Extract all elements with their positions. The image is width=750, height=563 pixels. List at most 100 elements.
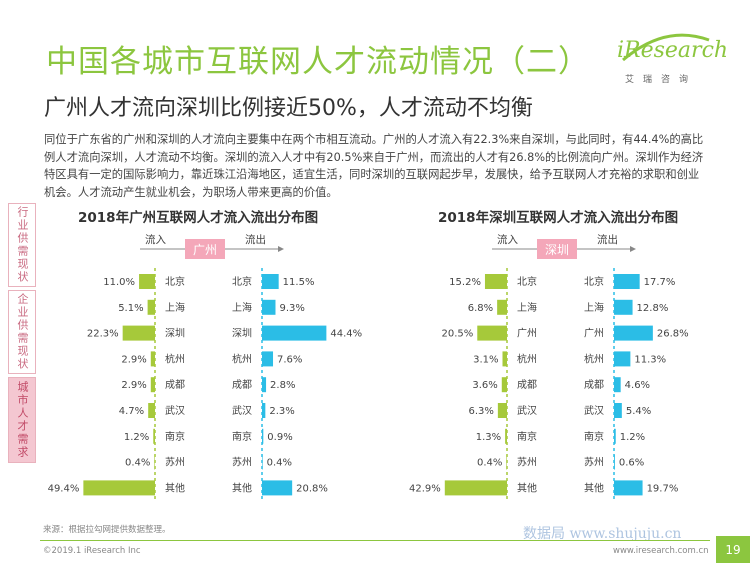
sz-inflow-value: 20.5% <box>441 329 473 340</box>
gz-inflow-category: 苏州 <box>165 456 185 469</box>
sz-outflow-bar <box>614 377 621 393</box>
sz-outflow-arrowhead <box>630 246 636 252</box>
gz-outflow-bar <box>262 274 279 289</box>
sz-outflow-bar <box>614 274 640 289</box>
gz-outflow-bar <box>262 351 274 367</box>
sz-inflow-bar <box>505 428 507 444</box>
sz-outflow-category: 上海 <box>584 301 604 314</box>
gz-inflow-value: 2.9% <box>121 354 146 365</box>
logo-text: iResearch <box>617 38 729 63</box>
gz-outflow-bar <box>262 403 266 418</box>
logo-arc-icon <box>622 33 710 62</box>
gz-outflow-value: 0.9% <box>267 432 292 443</box>
sz-outflow-bar <box>614 299 633 315</box>
gz-inflow-label: 流入 <box>145 233 166 246</box>
sz-inflow-bar <box>502 351 507 367</box>
gz-inflow-value: 2.9% <box>121 380 146 391</box>
gz-inflow-bar <box>147 299 155 315</box>
sz-outflow-category: 北京 <box>584 275 604 288</box>
gz-inflow-bar <box>153 428 155 444</box>
sz-outflow-category: 其他 <box>584 481 604 494</box>
sz-outflow-value: 26.8% <box>657 329 689 340</box>
sz-inflow-value: 3.1% <box>473 354 498 365</box>
sz-inflow-value: 15.2% <box>449 277 481 288</box>
gz-outflow-bar <box>262 428 264 444</box>
gz-inflow-value: 1.2% <box>124 432 149 443</box>
gz-inflow-category: 武汉 <box>165 404 185 417</box>
sz-inflow-category: 北京 <box>517 275 537 288</box>
tab-city-demand[interactable]: 城市人才需求 <box>8 377 36 463</box>
sz-inflow-category: 杭州 <box>517 352 537 365</box>
gz-outflow-bar <box>262 325 327 341</box>
tab-industry-supply[interactable]: 行业供需现状 <box>8 203 36 287</box>
gz-inflow-category: 上海 <box>165 301 185 314</box>
gz-outflow-arrowhead <box>278 246 284 252</box>
sz-inflow-bar <box>497 299 507 315</box>
gz-inflow-bar <box>139 274 155 289</box>
gz-outflow-category: 北京 <box>232 275 252 288</box>
gz-inflow-bar <box>150 377 155 393</box>
sz-inflow-bar <box>484 274 507 289</box>
sz-outflow-category: 苏州 <box>584 456 604 469</box>
gz-inflow-value: 0.4% <box>125 458 150 469</box>
sz-inflow-value: 6.8% <box>468 303 493 314</box>
sz-inflow-category: 武汉 <box>517 404 537 417</box>
sz-outflow-value: 1.2% <box>620 432 645 443</box>
sz-outflow-bar <box>614 351 631 367</box>
gz-inflow-bar <box>148 403 155 418</box>
sz-outflow-value: 5.4% <box>626 406 651 417</box>
gz-outflow-category: 杭州 <box>232 352 252 365</box>
sz-inflow-bar <box>477 325 507 341</box>
tab-enterprise-supply[interactable]: 企业供需现状 <box>8 290 36 374</box>
sz-center-label: 深圳 <box>545 243 569 257</box>
gz-inflow-category: 深圳 <box>165 328 185 340</box>
website-link[interactable]: www.iresearch.com.cn <box>613 546 709 556</box>
gz-outflow-value: 2.3% <box>269 406 294 417</box>
sz-outflow-category: 杭州 <box>584 352 604 365</box>
gz-outflow-category: 深圳 <box>232 328 252 340</box>
gz-inflow-value: 11.0% <box>103 277 135 288</box>
source-note: 来源：根据拉勾网提供数据整理。 <box>43 525 171 535</box>
gz-outflow-value: 20.8% <box>296 483 328 494</box>
page-subtitle: 广州人才流向深圳比例接近50%，人才流动不均衡 <box>44 96 533 121</box>
sz-outflow-bar <box>614 403 622 418</box>
gz-outflow-value: 44.4% <box>330 329 362 340</box>
gz-inflow-bar <box>122 325 155 341</box>
sz-outflow-value: 0.6% <box>619 458 644 469</box>
sz-outflow-bar <box>614 428 616 444</box>
side-tabs: 行业供需现状 企业供需现状 城市人才需求 <box>8 203 36 463</box>
gz-outflow-category: 苏州 <box>232 456 252 469</box>
gz-inflow-category: 成都 <box>165 379 185 391</box>
gz-outflow-category: 其他 <box>232 481 252 494</box>
sz-center-box <box>537 239 577 259</box>
sz-inflow-value: 1.3% <box>476 432 501 443</box>
sz-outflow-value: 11.3% <box>634 354 666 365</box>
sz-inflow-category: 广州 <box>517 328 537 340</box>
gz-outflow-bar <box>262 299 276 315</box>
gz-outflow-value: 2.8% <box>270 380 295 391</box>
gz-outflow-category: 南京 <box>232 430 252 443</box>
copyright: ©2019.1 iResearch Inc <box>43 546 141 556</box>
gz-inflow-category: 其他 <box>165 481 185 494</box>
sz-outflow-value: 19.7% <box>647 483 679 494</box>
gz-outflow-label: 流出 <box>245 233 266 246</box>
sz-inflow-category: 南京 <box>517 430 537 443</box>
footer-divider <box>40 540 710 541</box>
sz-inflow-bar <box>506 454 507 470</box>
sz-inflow-bar <box>497 403 507 418</box>
sz-inflow-category: 苏州 <box>517 456 537 469</box>
gz-center-label: 广州 <box>193 243 217 257</box>
sz-outflow-category: 武汉 <box>584 404 604 417</box>
gz-inflow-category: 南京 <box>165 430 185 443</box>
sz-inflow-value: 42.9% <box>409 483 441 494</box>
gz-outflow-category: 武汉 <box>232 404 252 417</box>
gz-outflow-value: 11.5% <box>283 277 315 288</box>
gz-inflow-value: 4.7% <box>119 406 144 417</box>
sz-inflow-category: 其他 <box>517 481 537 494</box>
gz-outflow-value: 0.4% <box>267 458 292 469</box>
sz-inflow-label: 流入 <box>497 233 518 246</box>
sz-inflow-category: 上海 <box>517 301 537 314</box>
gz-outflow-category: 上海 <box>232 301 252 314</box>
